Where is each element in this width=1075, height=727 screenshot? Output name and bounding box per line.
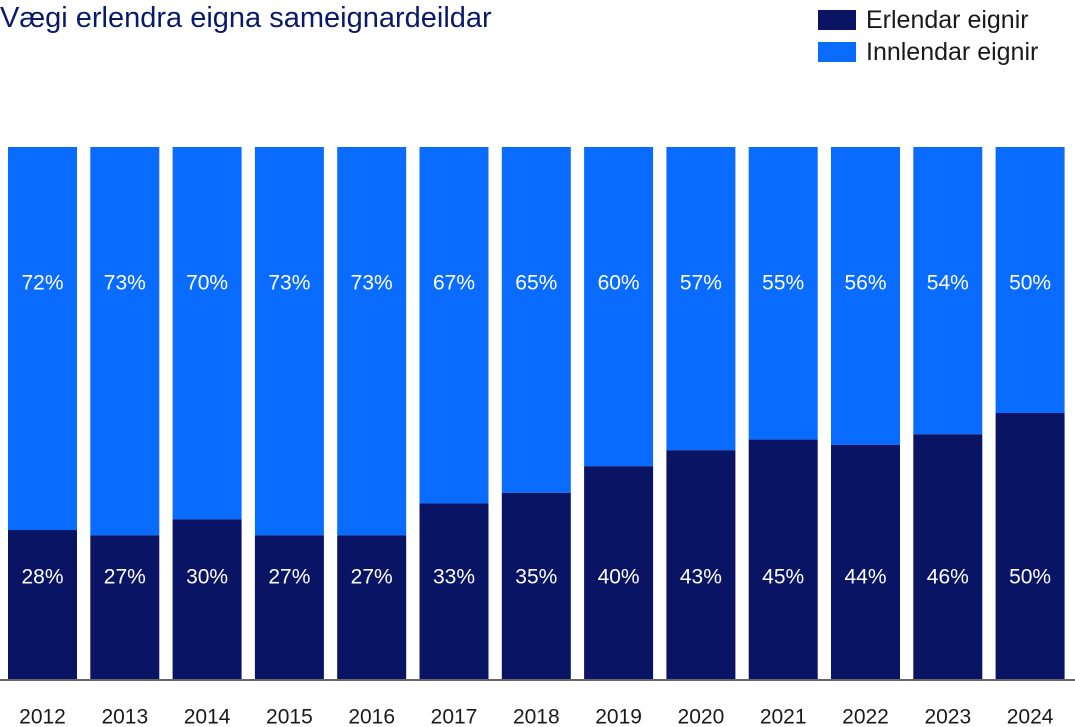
legend-swatch-innlendar: [818, 42, 856, 62]
bar-innlendar-2019: [584, 147, 654, 467]
x-tick-label-2021: 2021: [760, 706, 807, 727]
data-label-innlendar-2014: 70%: [186, 272, 228, 295]
x-tick-label-2018: 2018: [513, 706, 560, 727]
bar-innlendar-2013: [90, 147, 160, 536]
bar-erlendar-2016: [337, 535, 407, 679]
bar-erlendar-2019: [584, 466, 654, 679]
data-label-innlendar-2021: 55%: [762, 272, 804, 295]
x-tick-label-2017: 2017: [431, 706, 478, 727]
bar-innlendar-2020: [666, 147, 736, 451]
data-label-erlendar-2022: 44%: [844, 566, 886, 589]
bar-erlendar-2012: [8, 530, 77, 679]
bar-erlendar-2013: [90, 535, 160, 679]
bar-innlendar-2018: [501, 147, 571, 493]
x-tick-label-2023: 2023: [924, 706, 971, 727]
bar-innlendar-2021: [748, 147, 818, 440]
x-tick-label-2022: 2022: [842, 706, 889, 727]
data-label-erlendar-2017: 33%: [433, 566, 475, 589]
data-label-innlendar-2019: 60%: [598, 272, 640, 295]
bar-innlendar-2014: [172, 147, 242, 520]
bar-innlendar-2017: [419, 147, 489, 504]
legend-label-erlendar: Erlendar eignir: [866, 5, 1029, 34]
data-label-innlendar-2017: 67%: [433, 272, 475, 295]
bar-innlendar-2016: [337, 147, 407, 536]
bar-erlendar-2020: [666, 450, 736, 679]
data-label-innlendar-2012: 72%: [21, 272, 63, 295]
legend: Erlendar eignir Innlendar eignir: [818, 4, 1038, 68]
data-label-innlendar-2015: 73%: [268, 272, 310, 295]
data-label-erlendar-2016: 27%: [351, 566, 393, 589]
data-label-erlendar-2013: 27%: [104, 566, 146, 589]
data-label-innlendar-2016: 73%: [351, 272, 393, 295]
x-tick-label-2013: 2013: [101, 706, 148, 727]
x-tick-label-2024: 2024: [1007, 706, 1054, 727]
data-label-innlendar-2024: 50%: [1009, 272, 1051, 295]
chart-title: Vægi erlendra eigna sameignardeildar: [0, 2, 492, 34]
data-label-erlendar-2020: 43%: [680, 566, 722, 589]
legend-label-innlendar: Innlendar eignir: [866, 37, 1039, 66]
data-label-erlendar-2024: 50%: [1009, 566, 1051, 589]
data-label-innlendar-2023: 54%: [927, 272, 969, 295]
bar-erlendar-2015: [254, 535, 324, 679]
bar-innlendar-2015: [254, 147, 324, 536]
bar-innlendar-2023: [913, 147, 983, 435]
data-label-erlendar-2019: 40%: [598, 566, 640, 589]
data-label-erlendar-2015: 27%: [268, 566, 310, 589]
bar-erlendar-2022: [831, 444, 900, 679]
x-tick-label-2016: 2016: [348, 706, 395, 727]
x-tick-label-2014: 2014: [184, 706, 231, 727]
bar-erlendar-2021: [748, 439, 818, 679]
x-tick-label-2019: 2019: [595, 706, 642, 727]
x-tick-label-2012: 2012: [19, 706, 66, 727]
bar-innlendar-2012: [8, 147, 77, 531]
x-tick-label-2015: 2015: [266, 706, 313, 727]
bar-innlendar-2024: [995, 147, 1065, 413]
data-label-erlendar-2012: 28%: [21, 566, 63, 589]
data-label-innlendar-2020: 57%: [680, 272, 722, 295]
legend-item-innlendar: Innlendar eignir: [818, 36, 1038, 68]
bar-erlendar-2023: [913, 434, 983, 679]
x-tick-label-2020: 2020: [678, 706, 725, 727]
data-label-erlendar-2014: 30%: [186, 566, 228, 589]
bar-erlendar-2017: [419, 503, 489, 679]
data-label-erlendar-2018: 35%: [515, 566, 557, 589]
bar-erlendar-2024: [995, 413, 1065, 679]
data-label-erlendar-2023: 46%: [927, 566, 969, 589]
bar-erlendar-2018: [501, 492, 571, 679]
legend-item-erlendar: Erlendar eignir: [818, 4, 1038, 36]
bar-erlendar-2014: [172, 519, 242, 679]
data-label-innlendar-2022: 56%: [844, 272, 886, 295]
data-label-innlendar-2018: 65%: [515, 272, 557, 295]
legend-swatch-erlendar: [818, 10, 856, 30]
data-label-erlendar-2021: 45%: [762, 566, 804, 589]
data-label-innlendar-2013: 73%: [104, 272, 146, 295]
bar-innlendar-2022: [831, 147, 900, 445]
